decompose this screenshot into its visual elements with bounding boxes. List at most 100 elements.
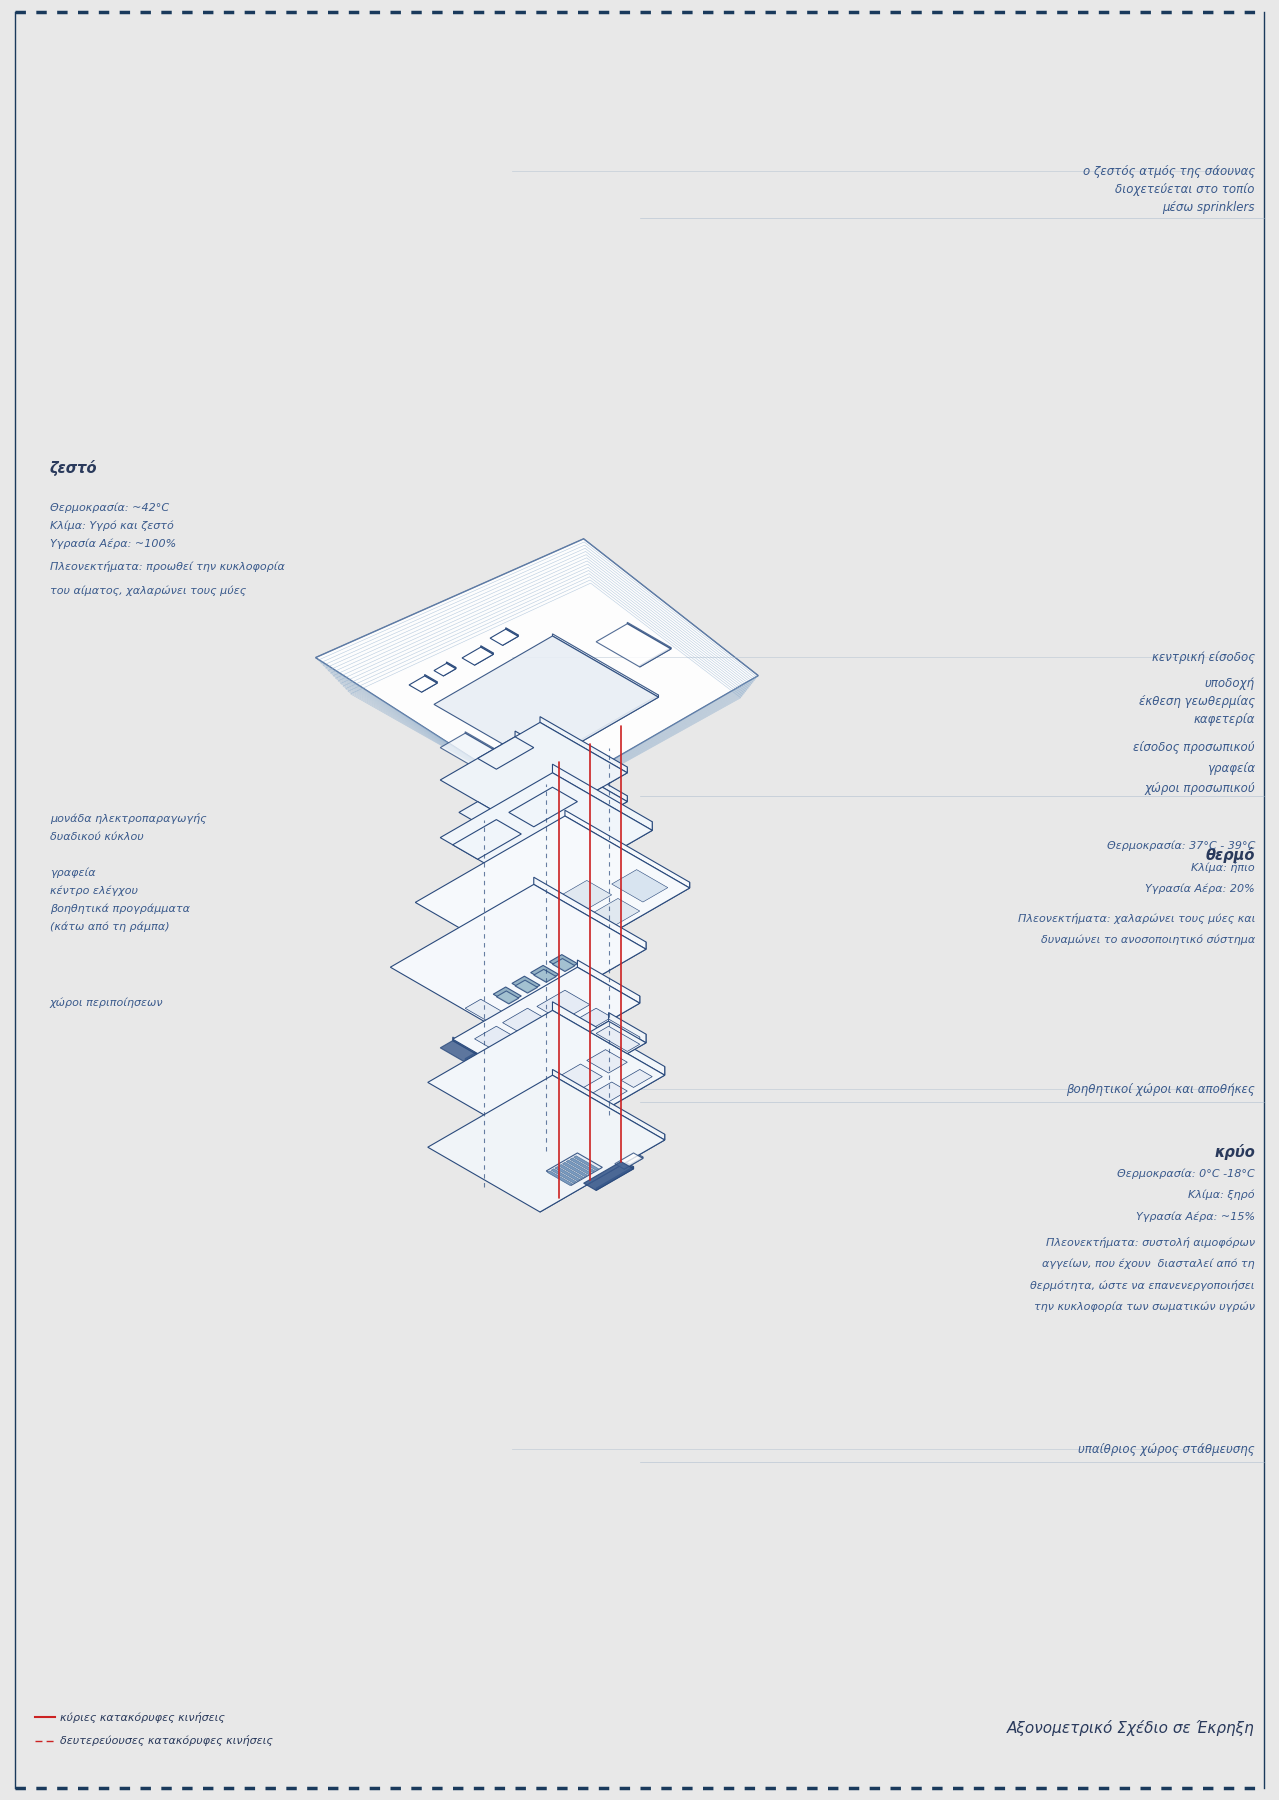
Polygon shape	[537, 990, 590, 1021]
Polygon shape	[490, 814, 509, 830]
Polygon shape	[496, 742, 533, 769]
Polygon shape	[553, 896, 577, 914]
Polygon shape	[544, 947, 572, 967]
Polygon shape	[481, 994, 518, 1021]
Text: κεντρική είσοδος: κεντρική είσοδος	[1152, 650, 1255, 664]
Text: Πλεονεκτήματα: προωθεί την κυκλοφορία: Πλεονεκτήματα: προωθεί την κυκλοφορία	[50, 562, 285, 572]
Text: μονάδα ηλεκτροπαραγωγής: μονάδα ηλεκτροπαραγωγής	[50, 814, 207, 824]
Polygon shape	[563, 1163, 587, 1177]
Text: δυαδικού κύκλου: δυαδικού κύκλου	[50, 832, 143, 842]
Polygon shape	[585, 1175, 587, 1177]
Text: κρύο: κρύο	[1214, 1145, 1255, 1159]
Polygon shape	[553, 959, 576, 972]
Polygon shape	[574, 1156, 599, 1170]
Polygon shape	[592, 1170, 595, 1172]
Polygon shape	[537, 1028, 577, 1051]
Text: του αίματος, χαλαρώνει τους μύες: του αίματος, χαλαρώνει τους μύες	[50, 585, 247, 596]
Polygon shape	[440, 733, 515, 776]
Polygon shape	[547, 1172, 573, 1186]
Polygon shape	[581, 1057, 602, 1076]
Polygon shape	[527, 1003, 555, 1024]
Polygon shape	[605, 1042, 627, 1062]
Polygon shape	[526, 974, 537, 988]
Polygon shape	[506, 985, 519, 999]
Text: Θερμοκρασία: ~42°C: Θερμοκρασία: ~42°C	[50, 502, 169, 513]
Polygon shape	[550, 934, 572, 950]
Polygon shape	[583, 1161, 633, 1190]
Polygon shape	[583, 1012, 611, 1033]
Polygon shape	[446, 662, 455, 670]
Polygon shape	[600, 1084, 627, 1107]
Polygon shape	[540, 882, 689, 974]
Polygon shape	[565, 810, 689, 887]
Polygon shape	[576, 1156, 599, 1168]
Polygon shape	[565, 959, 576, 972]
Text: κύριες κατακόρυφες κινήσεις: κύριες κατακόρυφες κινήσεις	[60, 1712, 225, 1723]
Polygon shape	[524, 1049, 546, 1067]
Polygon shape	[444, 668, 455, 677]
Polygon shape	[544, 954, 559, 974]
Polygon shape	[618, 895, 640, 911]
Polygon shape	[490, 761, 515, 776]
Text: Υγρασία Αέρα: 20%: Υγρασία Αέρα: 20%	[1145, 884, 1255, 895]
Polygon shape	[533, 794, 577, 826]
Polygon shape	[540, 716, 627, 772]
Polygon shape	[490, 920, 544, 950]
Polygon shape	[565, 787, 627, 823]
Polygon shape	[587, 1049, 627, 1073]
Polygon shape	[577, 1150, 602, 1168]
Polygon shape	[550, 1170, 573, 1184]
Polygon shape	[496, 812, 522, 833]
Polygon shape	[596, 625, 671, 668]
Text: χώροι προσωπικού: χώροι προσωπικού	[1145, 781, 1255, 796]
Polygon shape	[496, 1021, 524, 1042]
Polygon shape	[602, 781, 627, 801]
Text: (κάτω από τη ράμπα): (κάτω από τη ράμπα)	[50, 922, 170, 932]
Polygon shape	[596, 1168, 599, 1170]
Polygon shape	[546, 1109, 565, 1127]
Polygon shape	[509, 1046, 546, 1067]
Text: διοχετεύεται στο τοπίο: διοχετεύεται στο τοπίο	[1115, 182, 1255, 196]
Polygon shape	[553, 1069, 665, 1139]
Polygon shape	[611, 1075, 627, 1091]
Text: ζεστό: ζεστό	[50, 461, 97, 475]
Polygon shape	[531, 965, 559, 981]
Polygon shape	[588, 1172, 591, 1175]
Polygon shape	[546, 963, 559, 981]
Polygon shape	[553, 634, 659, 697]
Polygon shape	[416, 815, 689, 974]
Polygon shape	[555, 1166, 579, 1181]
Polygon shape	[503, 635, 518, 646]
Polygon shape	[624, 1157, 643, 1170]
Polygon shape	[553, 1031, 577, 1051]
Polygon shape	[609, 1055, 627, 1073]
Polygon shape	[427, 1075, 665, 1211]
Text: υπαίθριος χώρος στάθμευσης: υπαίθριος χώρος στάθμευσης	[1078, 1442, 1255, 1456]
Polygon shape	[572, 1069, 602, 1094]
Polygon shape	[574, 1181, 576, 1183]
Polygon shape	[440, 1040, 477, 1062]
Text: Θερμοκρασία: 37°C - 39°C: Θερμοκρασία: 37°C - 39°C	[1106, 841, 1255, 851]
Polygon shape	[565, 985, 590, 1004]
Polygon shape	[503, 1015, 518, 1030]
Text: θερμό: θερμό	[1206, 848, 1255, 862]
Polygon shape	[583, 914, 605, 931]
Text: Υγρασία Αέρα: ~15%: Υγρασία Αέρα: ~15%	[1136, 1211, 1255, 1222]
Polygon shape	[409, 677, 437, 693]
Polygon shape	[531, 1019, 555, 1039]
Polygon shape	[550, 1064, 602, 1094]
Polygon shape	[560, 823, 577, 841]
Text: Αξονομετρικό Σχέδιο σε Έκρηξη: Αξονομετρικό Σχέδιο σε Έκρηξη	[1008, 1721, 1255, 1735]
Polygon shape	[477, 736, 533, 769]
Polygon shape	[563, 952, 576, 967]
Polygon shape	[453, 967, 640, 1075]
Polygon shape	[503, 941, 646, 1031]
Polygon shape	[640, 1062, 652, 1076]
Polygon shape	[434, 635, 659, 765]
Polygon shape	[434, 664, 455, 677]
Polygon shape	[590, 796, 627, 823]
Polygon shape	[477, 796, 509, 819]
Polygon shape	[515, 931, 544, 950]
Polygon shape	[515, 981, 537, 994]
Text: Κλίμα: Υγρό και ζεστό: Κλίμα: Υγρό και ζεστό	[50, 520, 174, 531]
